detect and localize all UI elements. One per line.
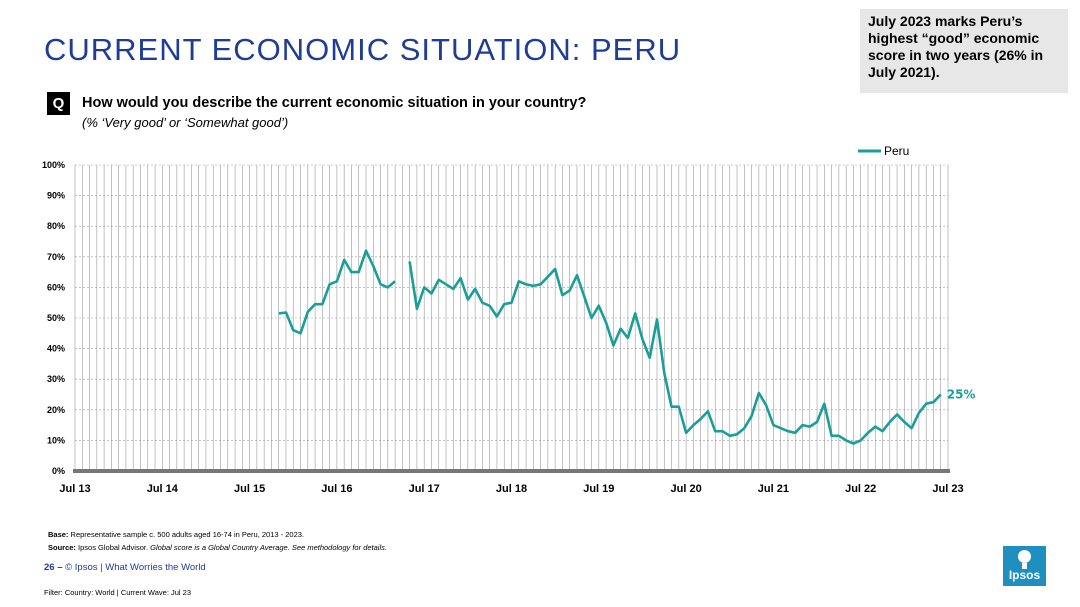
y-tick-label: 70% bbox=[47, 252, 65, 262]
page-number: 26 bbox=[44, 562, 55, 573]
ipsos-logo: Ipsos bbox=[1003, 546, 1046, 586]
source-italic: Global score is a Global Country Average… bbox=[150, 543, 387, 552]
callout-box: July 2023 marks Peru’s highest “good” ec… bbox=[860, 9, 1068, 93]
y-tick-label: 40% bbox=[47, 344, 65, 354]
x-axis-ticks: Jul 13 Jul 14 Jul 15 Jul 16 Jul 17 Jul 18 Jul … bbox=[59, 483, 963, 495]
x-tick-label: Jul 17 bbox=[409, 483, 440, 495]
x-tick-label: Jul 23 bbox=[932, 483, 963, 495]
logo-stroke-icon bbox=[1022, 563, 1027, 569]
x-tick-label: Jul 13 bbox=[59, 483, 90, 495]
x-tick-label: Jul 14 bbox=[147, 483, 179, 495]
y-tick-label: 80% bbox=[47, 221, 65, 231]
footer-source: Source: Ipsos Global Advisor. Global sco… bbox=[48, 543, 387, 552]
y-axis-ticks: 0% 10% 20% 30% 40% 50% 60% 70% 80% 90% 100% bbox=[42, 160, 65, 476]
copyright-text: © Ipsos | What Worries the World bbox=[65, 562, 206, 573]
y-tick-label: 30% bbox=[47, 374, 65, 384]
chart-grid bbox=[73, 164, 950, 473]
page-title: CURRENT ECONOMIC SITUATION: PERU bbox=[44, 32, 682, 67]
page-footer: 26 – © Ipsos | What Worries the World bbox=[44, 562, 206, 573]
x-tick-label: Jul 15 bbox=[234, 483, 265, 495]
y-tick-label: 60% bbox=[47, 282, 65, 292]
y-tick-label: 100% bbox=[42, 160, 65, 170]
series-lines bbox=[278, 249, 942, 445]
x-tick-label: Jul 16 bbox=[321, 483, 352, 495]
source-label: Source: bbox=[48, 543, 76, 552]
page-separator: – bbox=[54, 562, 66, 573]
filter-text: Filter: Country: World | Current Wave: J… bbox=[44, 588, 191, 597]
y-tick-label: 0% bbox=[52, 466, 65, 476]
x-tick-label: Jul 18 bbox=[496, 483, 527, 495]
x-tick-label: Jul 21 bbox=[758, 483, 789, 495]
source-text: Ipsos Global Advisor. bbox=[75, 543, 151, 552]
series-line-peru bbox=[278, 249, 396, 335]
logo-dot-icon bbox=[1018, 550, 1031, 563]
x-tick-label: Jul 20 bbox=[671, 483, 702, 495]
footer-base: Base: Representative sample c. 500 adult… bbox=[48, 530, 304, 539]
question-badge: Q bbox=[47, 92, 70, 115]
series-line-peru bbox=[408, 261, 942, 445]
legend-label: Peru bbox=[884, 144, 909, 158]
question-text: How would you describe the current econo… bbox=[82, 95, 587, 111]
chart-legend: Peru bbox=[858, 144, 909, 158]
y-tick-label: 10% bbox=[47, 435, 65, 445]
end-value-label: 25% bbox=[947, 388, 976, 402]
line-chart: 0% 10% 20% 30% 40% 50% 60% 70% 80% 90% 100% Jul 13… bbox=[42, 144, 976, 495]
y-tick-label: 20% bbox=[47, 405, 65, 415]
y-tick-label: 90% bbox=[47, 191, 65, 201]
base-label: Base: bbox=[48, 530, 69, 539]
logo-text: Ipsos bbox=[1008, 568, 1041, 582]
y-tick-label: 50% bbox=[47, 313, 65, 323]
x-tick-label: Jul 19 bbox=[583, 483, 614, 495]
base-text: Representative sample c. 500 adults aged… bbox=[68, 530, 305, 539]
x-tick-label: Jul 22 bbox=[845, 483, 876, 495]
question-subtext: (% ‘Very good’ or ‘Somewhat good’) bbox=[82, 115, 289, 130]
